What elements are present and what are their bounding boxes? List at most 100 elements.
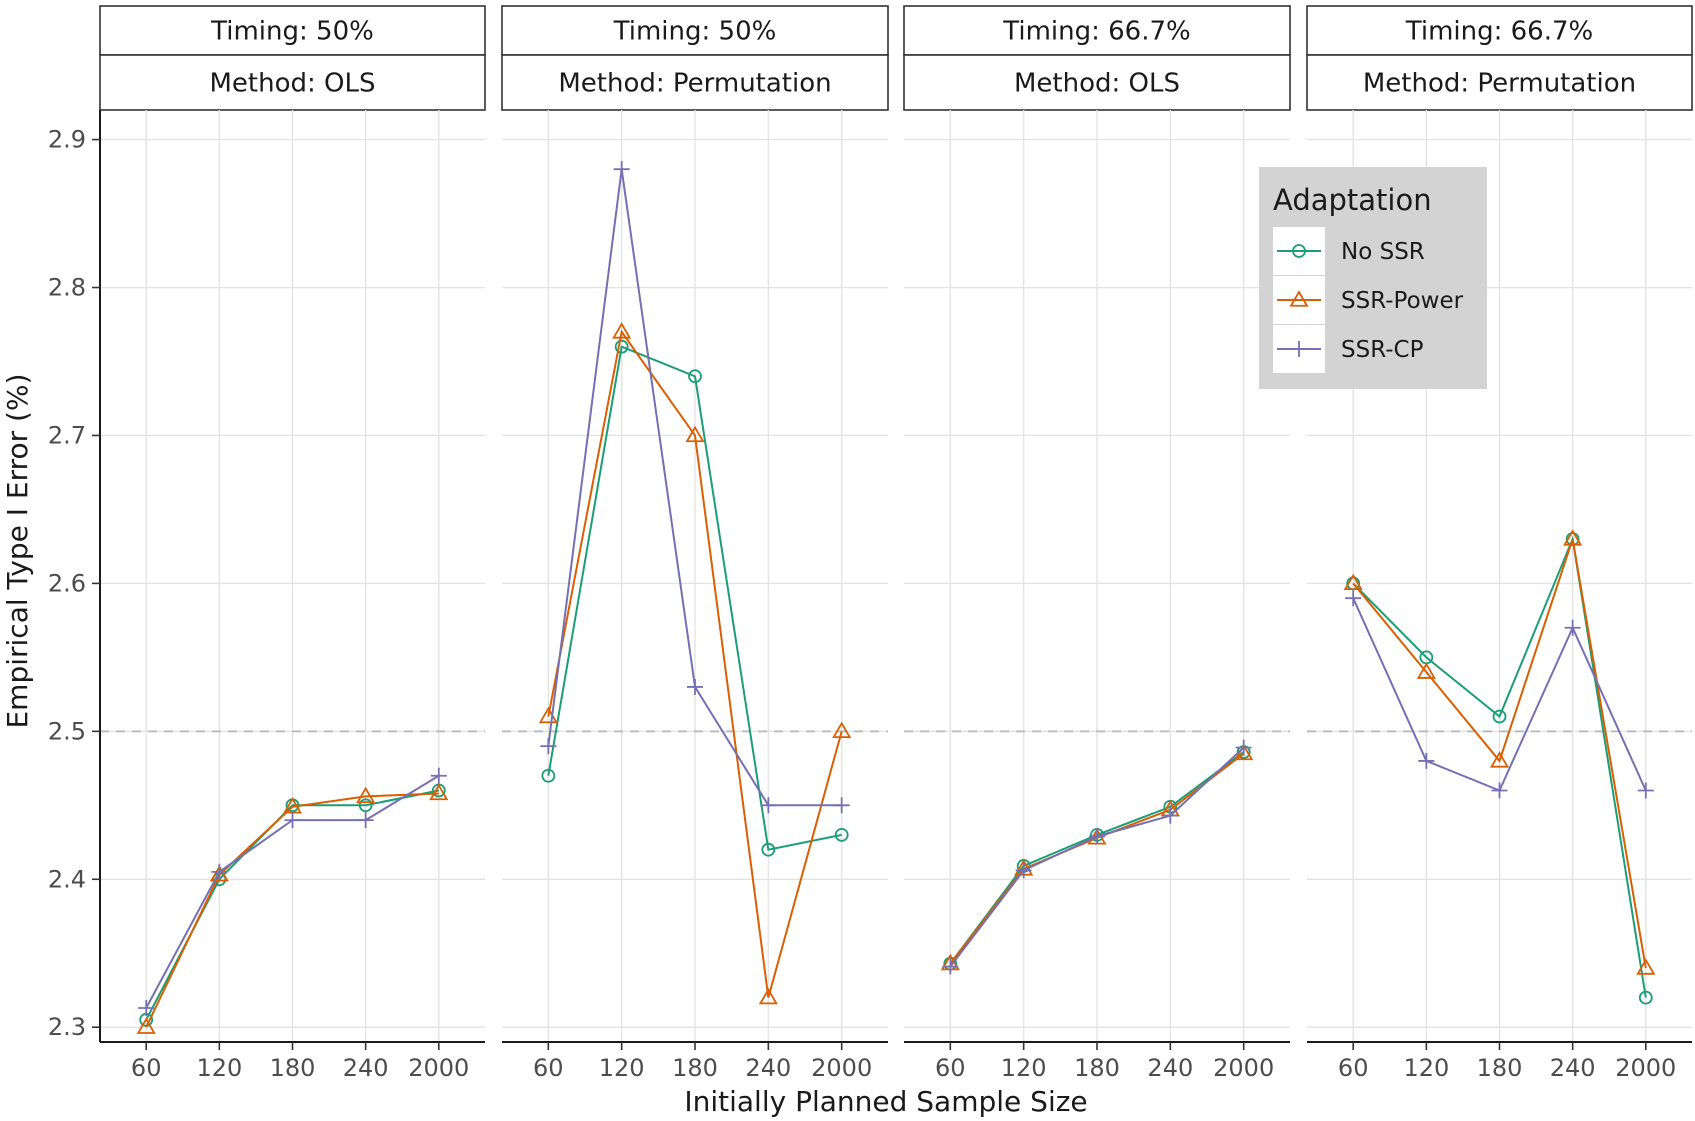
legend: Adaptation No SSR SSR-Power SSR-CP: [1259, 167, 1487, 389]
x-tick-label: 240: [745, 1054, 791, 1082]
x-tick-label: 240: [1550, 1054, 1596, 1082]
y-tick-label: 2.5: [48, 717, 86, 745]
x-tick-label: 180: [1477, 1054, 1523, 1082]
x-tick-label: 2000: [408, 1054, 469, 1082]
data-point: [1636, 958, 1656, 975]
strip-method-label: Method: Permutation: [1363, 69, 1636, 99]
y-tick-label: 2.3: [48, 1013, 86, 1041]
series-line: [547, 345, 842, 851]
y-tick-label: 2.8: [48, 274, 86, 302]
data-point: [541, 768, 556, 783]
data-point: [760, 797, 777, 814]
data-point: [1089, 828, 1105, 845]
data-point: [685, 425, 705, 443]
grid: [502, 110, 888, 1042]
strip-timing-label: Timing: 66.7%: [1405, 17, 1593, 47]
strip-method-label: Method: OLS: [210, 69, 376, 99]
data-point: [1491, 782, 1508, 799]
y-tick-label: 2.7: [48, 421, 86, 449]
data-point: [758, 987, 778, 1005]
x-tick-label: 180: [1074, 1054, 1120, 1082]
x-tick-label: 180: [672, 1054, 718, 1082]
data-point: [430, 767, 447, 784]
legend-title: Adaptation: [1273, 183, 1432, 217]
data-point: [833, 797, 850, 814]
data-point: [138, 999, 155, 1016]
x-tick-label: 180: [270, 1054, 316, 1082]
x-tick-label: 240: [343, 1054, 389, 1082]
x-tick-label: 120: [1001, 1054, 1047, 1082]
data-point: [357, 812, 374, 829]
x-tick-label: 60: [1338, 1054, 1369, 1082]
strip-bottom-box: [99, 54, 486, 111]
facet-strip: Timing: 50% Method: OLS: [99, 5, 486, 111]
legend-label: No SSR: [1341, 239, 1425, 265]
y-tick-label: 2.4: [48, 865, 86, 893]
data-point: [687, 678, 703, 695]
facet-panel: Timing: 66.7% Method: Permutation 60 120 180…: [1306, 5, 1693, 1082]
data-point: [1235, 739, 1252, 756]
legend-entry: No SSR: [1273, 227, 1425, 275]
series-ssr-cp: [942, 739, 1252, 975]
legend-entry: SSR-Power: [1273, 276, 1464, 324]
data-point: [834, 827, 849, 842]
data-point: [942, 958, 959, 975]
strip-timing-label: Timing: 66.7%: [1002, 17, 1190, 47]
strip-top-box: [903, 5, 1291, 56]
data-point: [612, 322, 632, 339]
legend-label: SSR-Power: [1341, 288, 1464, 314]
y-axis: 2.3 2.4 2.5 2.6 2.7 2.8 2.9: [48, 110, 101, 1042]
facet-panel: Timing: 50% Method: OLS 60 120 180 240 2000: [99, 5, 486, 1082]
series-line: [547, 329, 843, 998]
data-point: [1638, 990, 1653, 1005]
series-line: [1352, 535, 1647, 998]
data-point: [1015, 862, 1032, 879]
facet-strip: Timing: 66.7% Method: Permutation: [1306, 5, 1693, 111]
data-point: [1162, 807, 1179, 824]
legend-key-marker: [1289, 290, 1309, 307]
data-point: [1564, 619, 1581, 636]
data-point: [284, 812, 301, 829]
strip-bottom-box: [501, 54, 889, 111]
x-tick-label: 2000: [811, 1054, 872, 1082]
data-point: [1343, 573, 1363, 591]
strip-timing-label: Timing: 50%: [613, 17, 777, 47]
strip-method-label: Method: OLS: [1014, 69, 1180, 99]
data-point: [211, 863, 228, 880]
facet-panel: Timing: 50% Method: Permutation 60 120 180 24…: [501, 5, 889, 1082]
x-tick-label: 2000: [1615, 1054, 1676, 1082]
grid: [100, 110, 485, 1042]
strip-top-box: [501, 5, 889, 56]
data-point: [761, 842, 776, 857]
data-point: [358, 798, 373, 813]
data-point: [613, 161, 630, 178]
data-point: [429, 783, 449, 801]
x-tick-label: 240: [1147, 1054, 1193, 1082]
facet-panel: Timing: 66.7% Method: OLS 60 120 180 240 2000: [903, 5, 1291, 1082]
facet-strip: Timing: 66.7% Method: OLS: [903, 5, 1291, 111]
data-point: [1637, 782, 1654, 799]
data-point: [1418, 752, 1435, 769]
series-ssr-cp: [138, 767, 447, 1016]
data-point: [356, 786, 376, 804]
series-no-ssr: [541, 339, 849, 857]
x-tick-label: 60: [935, 1054, 966, 1082]
data-point: [1345, 590, 1362, 607]
strip-top-box: [1306, 5, 1693, 56]
series-ssr-cp: [540, 161, 850, 814]
legend-key-marker: [1291, 341, 1307, 357]
data-point: [1489, 751, 1510, 768]
legend-entry: SSR-CP: [1273, 325, 1424, 373]
data-point: [540, 738, 557, 755]
x-tick-label: 2000: [1213, 1054, 1274, 1082]
legend-key-marker: [1292, 244, 1306, 258]
grid: [904, 110, 1290, 1042]
strip-top-box: [99, 5, 486, 56]
data-point: [832, 721, 852, 738]
x-tick-label: 120: [1403, 1054, 1449, 1082]
y-tick-label: 2.6: [48, 569, 86, 597]
data-point: [1416, 662, 1436, 679]
facet-strip: Timing: 50% Method: Permutation: [501, 5, 889, 111]
data-point: [1563, 529, 1583, 546]
